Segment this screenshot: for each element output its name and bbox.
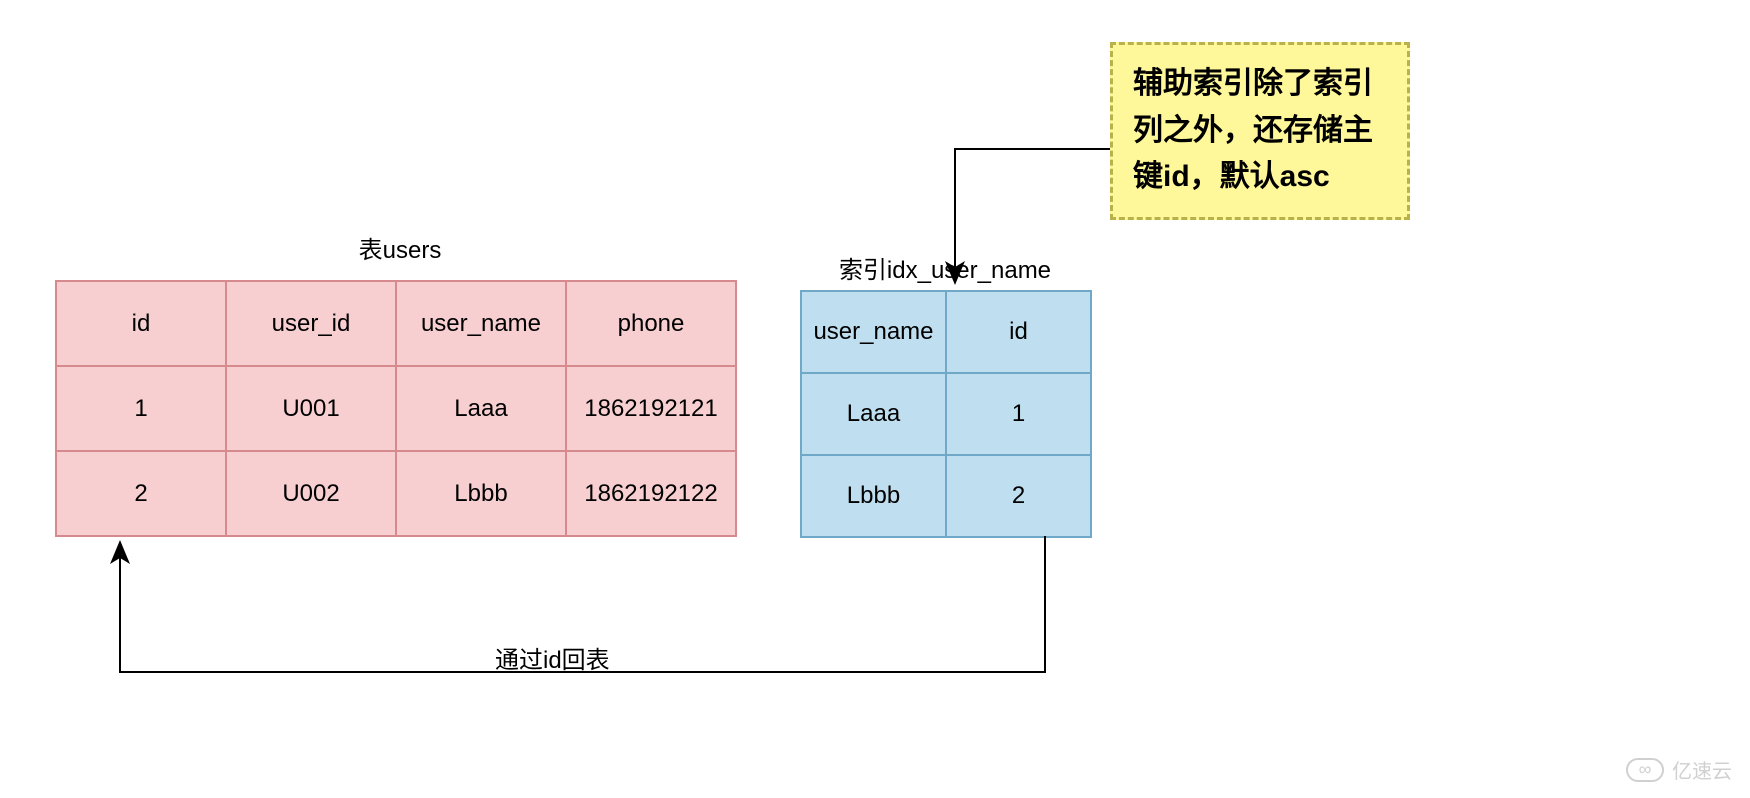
watermark-text: 亿速云 — [1672, 755, 1732, 784]
annotation-note: 辅助索引除了索引列之外，还存储主键id，默认asc — [1110, 42, 1410, 220]
users-col-phone: phone — [566, 281, 736, 366]
table-row: Laaa 1 — [801, 373, 1091, 455]
diagram-stage: 表users id user_id user_name phone 1 U001… — [0, 0, 1750, 798]
users-col-id: id — [56, 281, 226, 366]
cell: 1862192121 — [566, 366, 736, 451]
cell: Lbbb — [801, 455, 946, 537]
cell: 1862192122 — [566, 451, 736, 536]
edge-label-back-to-table: 通过id回表 — [495, 640, 610, 675]
idx-col-id: id — [946, 291, 1091, 373]
cell: U001 — [226, 366, 396, 451]
cell: Lbbb — [396, 451, 566, 536]
table-row: Lbbb 2 — [801, 455, 1091, 537]
users-table: id user_id user_name phone 1 U001 Laaa 1… — [55, 280, 737, 537]
table-row: id user_id user_name phone — [56, 281, 736, 366]
cell: Laaa — [396, 366, 566, 451]
cell: 1 — [56, 366, 226, 451]
cell: U002 — [226, 451, 396, 536]
table-row: 1 U001 Laaa 1862192121 — [56, 366, 736, 451]
users-table-title: 表users — [320, 230, 480, 265]
idx-table: user_name id Laaa 1 Lbbb 2 — [800, 290, 1092, 538]
cloud-icon — [1626, 758, 1664, 782]
cell: 2 — [56, 451, 226, 536]
cell: 2 — [946, 455, 1091, 537]
cell: 1 — [946, 373, 1091, 455]
idx-col-user-name: user_name — [801, 291, 946, 373]
idx-table-title: 索引idx_user_name — [805, 250, 1085, 285]
users-col-user-id: user_id — [226, 281, 396, 366]
users-col-user-name: user_name — [396, 281, 566, 366]
table-row: user_name id — [801, 291, 1091, 373]
table-row: 2 U002 Lbbb 1862192122 — [56, 451, 736, 536]
cell: Laaa — [801, 373, 946, 455]
watermark: 亿速云 — [1626, 755, 1732, 784]
